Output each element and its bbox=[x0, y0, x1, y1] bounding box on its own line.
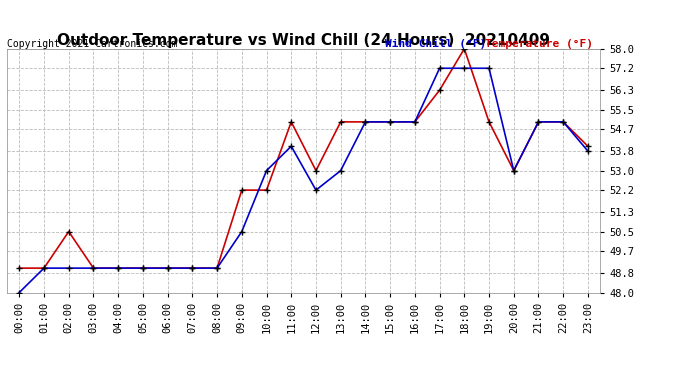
Text: Copyright 2021 Cartronics.com: Copyright 2021 Cartronics.com bbox=[7, 39, 177, 50]
Text: Wind Chill (°F): Wind Chill (°F) bbox=[385, 39, 486, 50]
Title: Outdoor Temperature vs Wind Chill (24 Hours)  20210409: Outdoor Temperature vs Wind Chill (24 Ho… bbox=[57, 33, 550, 48]
Text: Temperature (°F): Temperature (°F) bbox=[485, 39, 593, 50]
